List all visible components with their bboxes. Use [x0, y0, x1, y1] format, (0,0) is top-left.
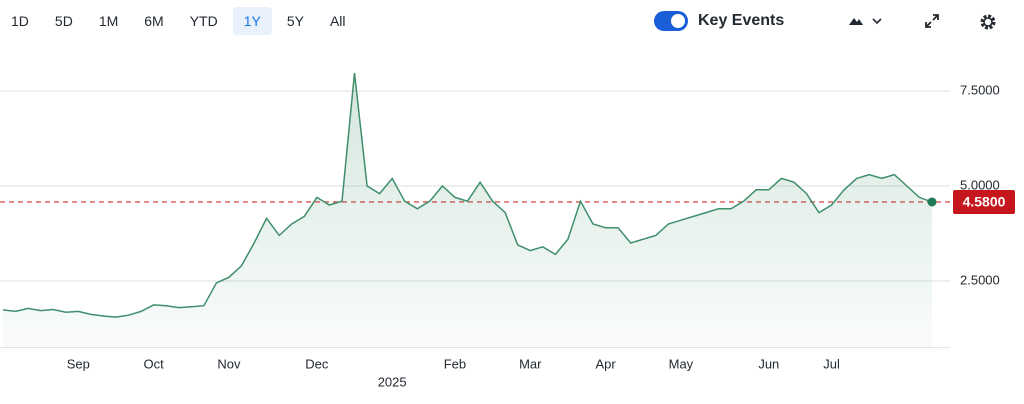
reference-label: 4.5800 — [963, 194, 1006, 210]
range-button[interactable]: 6M — [144, 13, 164, 29]
range-button[interactable]: 5D — [54, 13, 73, 29]
range-button[interactable]: 1Y — [232, 7, 272, 35]
x-tick-label: Oct — [144, 356, 165, 371]
y-tick-label: 2.5000 — [960, 272, 1000, 287]
fullscreen-icon[interactable] — [924, 13, 940, 29]
reference-label-box — [953, 189, 1015, 214]
range-button[interactable]: All — [329, 13, 346, 29]
x-tick-label: Nov — [217, 356, 241, 371]
range-button[interactable]: 5Y — [286, 13, 304, 29]
range-button[interactable]: YTD — [189, 13, 218, 29]
toggle-label: Key Events — [698, 12, 785, 29]
x-tick-label: Jul — [823, 356, 840, 371]
x-tick-label: Mar — [519, 356, 542, 371]
switch[interactable] — [654, 11, 688, 31]
x-tick-label: Dec — [305, 356, 329, 371]
x-tick-label: May — [669, 356, 694, 371]
last-point — [927, 197, 937, 207]
range-bar: 1D 5D 1M 6M YTD 1Y 5Y All — [0, 6, 361, 36]
range-button[interactable]: 1D — [11, 13, 29, 29]
x-tick-label: Jun — [758, 356, 779, 371]
area — [3, 73, 932, 348]
x-tick-label: Sep — [67, 356, 90, 371]
chart-type-menu[interactable] — [848, 13, 884, 29]
y-tick-label: 5.0000 — [960, 177, 1000, 192]
x-tick-label: Apr — [595, 356, 616, 371]
settings-icon[interactable] — [979, 13, 997, 31]
price-line — [2, 73, 933, 318]
x-tick-label: Feb — [444, 356, 466, 371]
key-events-toggle[interactable]: Key Events — [654, 11, 784, 31]
x-year-label: 2025 — [378, 374, 407, 389]
range-button[interactable]: 1M — [98, 13, 119, 29]
y-tick-label: 7.5000 — [960, 82, 1000, 97]
